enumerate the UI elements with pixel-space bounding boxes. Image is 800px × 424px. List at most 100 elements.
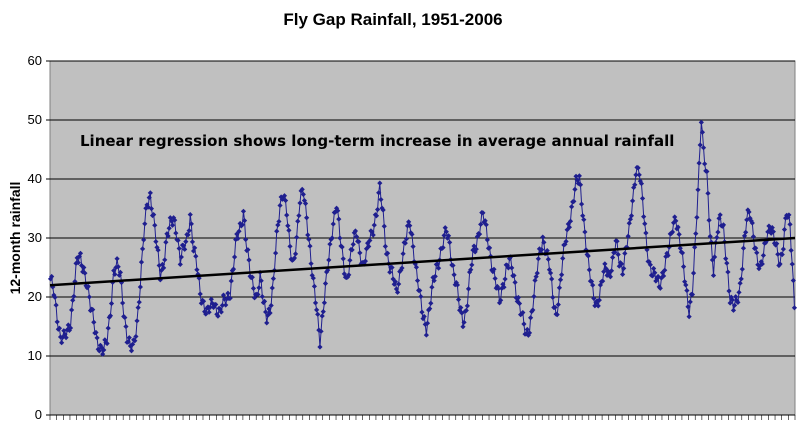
data-point (137, 284, 143, 290)
data-point (710, 272, 717, 279)
regression-line (49, 236, 796, 287)
data-point (319, 313, 325, 319)
data-point (697, 142, 703, 148)
data-point (628, 213, 635, 219)
data-point (377, 180, 383, 186)
data-point (492, 275, 498, 282)
data-point (638, 180, 645, 187)
data-point (651, 265, 657, 272)
data-point (424, 320, 431, 326)
data-point (781, 226, 788, 233)
data-point (256, 285, 262, 291)
data-point (428, 300, 434, 306)
data-point (162, 257, 168, 263)
data-point (117, 269, 123, 275)
data-point (384, 250, 391, 256)
data-point (642, 221, 648, 227)
data-point (725, 269, 731, 275)
data-point (684, 287, 690, 294)
data-point (392, 279, 398, 285)
data-point (112, 271, 118, 277)
data-point (720, 222, 727, 228)
data-point (206, 309, 212, 315)
data-point (779, 251, 785, 258)
data-point (317, 344, 323, 350)
data-point (441, 232, 447, 239)
data-point (695, 187, 701, 193)
data-point (100, 351, 106, 357)
data-point (516, 300, 523, 307)
data-point (501, 284, 507, 290)
data-point (230, 266, 237, 272)
data-point (389, 264, 395, 271)
data-point (207, 304, 213, 310)
data-point (200, 298, 207, 304)
data-point (321, 300, 327, 306)
data-point (550, 294, 556, 300)
data-point (335, 208, 341, 214)
data-point (434, 261, 441, 267)
data-point (114, 256, 120, 262)
data-point (152, 222, 158, 228)
data-point (627, 216, 633, 222)
data-point (789, 261, 795, 267)
data-point (360, 259, 366, 266)
data-point (128, 348, 135, 354)
data-point (590, 282, 596, 288)
data-point (749, 220, 755, 226)
data-point (239, 222, 245, 228)
data-point (265, 312, 271, 318)
data-point (669, 229, 676, 235)
data-point (572, 186, 578, 193)
data-point (358, 261, 364, 267)
data-point (730, 307, 737, 313)
data-point (378, 196, 384, 203)
data-point (731, 302, 738, 308)
data-point (585, 253, 591, 259)
data-point (633, 172, 639, 178)
data-point (90, 307, 96, 313)
data-point (153, 238, 159, 245)
data-point (194, 267, 200, 273)
data-point (307, 243, 313, 249)
data-point (554, 312, 560, 318)
data-point (132, 338, 138, 344)
data-point (458, 305, 464, 311)
data-point (454, 282, 461, 288)
data-point (545, 256, 551, 262)
data-point (491, 266, 497, 272)
data-point (595, 303, 601, 309)
data-point (774, 241, 780, 247)
data-point (557, 277, 564, 283)
data-point (566, 224, 572, 230)
data-point (683, 282, 689, 288)
data-point (163, 239, 169, 245)
annotation: Linear regression shows long-term increa… (80, 132, 674, 150)
data-point (141, 237, 147, 243)
data-point (417, 287, 423, 294)
data-point (509, 265, 515, 271)
data-point (455, 296, 462, 303)
data-point (679, 250, 686, 256)
data-point (165, 233, 171, 239)
data-point (603, 265, 609, 272)
data-point (663, 253, 669, 260)
data-point (608, 268, 615, 274)
data-point (515, 294, 521, 301)
data-point (440, 245, 446, 251)
data-point (268, 302, 274, 309)
data-point (202, 309, 208, 315)
data-point (410, 243, 416, 250)
data-point (51, 292, 57, 298)
data-point (123, 323, 129, 330)
data-point (464, 303, 470, 309)
data-point (621, 265, 627, 272)
y-tick-label: 30 (28, 230, 42, 245)
data-point (756, 266, 762, 272)
data-point (225, 290, 231, 296)
data-point (122, 314, 128, 321)
data-point (505, 265, 512, 271)
data-point (115, 264, 121, 270)
data-point (336, 216, 342, 222)
data-point (636, 172, 642, 178)
